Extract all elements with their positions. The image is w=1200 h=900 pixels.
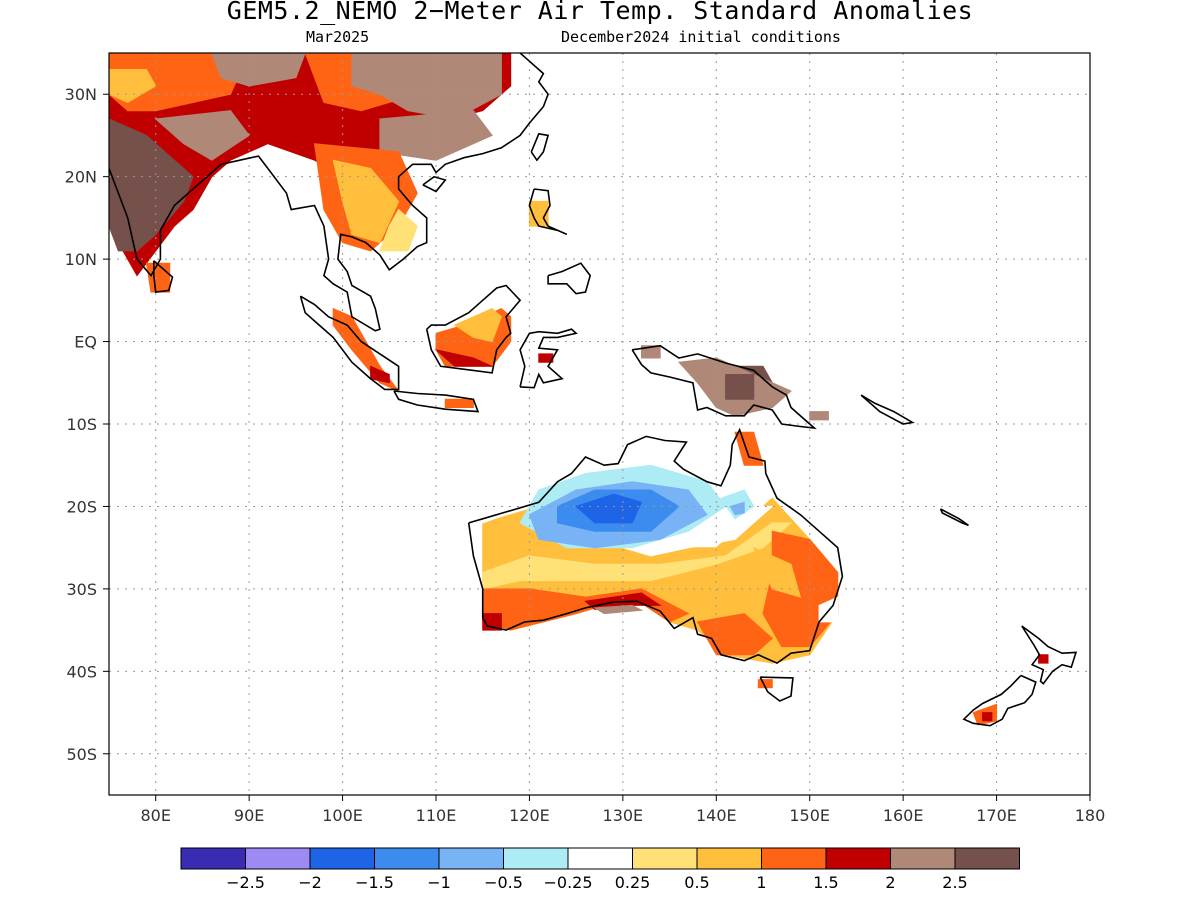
colorbar-swatch xyxy=(438,847,504,870)
borneo-coastline xyxy=(425,284,522,374)
mindanao-coastline xyxy=(547,262,592,295)
nz-south-red xyxy=(982,712,993,722)
nz-north-coastline xyxy=(1021,625,1078,685)
map-title: GEM5.2_NEMO 2−Meter Air Temp. Standard A… xyxy=(226,0,974,25)
nz-north-red xyxy=(1038,654,1049,664)
colorbar-label: 2 xyxy=(885,873,895,892)
longitude-axis: 80E 90E 100E 110E 120E 130E 140E 150E 160E 170E 18… xyxy=(140,795,1105,825)
taiwan-coastline xyxy=(530,132,550,162)
sulawesi-red xyxy=(538,353,554,363)
srilanka xyxy=(145,262,171,293)
lon-tick-label: 140E xyxy=(696,806,737,825)
nz-south-coastline xyxy=(962,674,1037,727)
aus-brown-nullarbor xyxy=(593,604,644,615)
china-brown-south xyxy=(379,110,493,161)
java-orange xyxy=(444,398,474,408)
lon-tick-label: 100E xyxy=(322,806,363,825)
lon-tick-label: 170E xyxy=(976,806,1017,825)
sumatra xyxy=(332,307,401,393)
colorbar: −2.5 −2 −1.5 −1 −0.5 −0.25 0.25 0.5 1 1.5 2 2.5 xyxy=(180,847,1020,892)
colorbar-swatch xyxy=(954,847,1020,870)
lat-tick-label: 40S xyxy=(66,662,97,681)
aus-blue xyxy=(575,493,643,524)
colorbar-swatch xyxy=(696,847,762,870)
colorbar-swatch xyxy=(761,847,827,870)
colorbar-label: −1 xyxy=(427,873,451,892)
lon-tick-label: 80E xyxy=(140,806,170,825)
indochina-lightyellow xyxy=(379,208,418,252)
srilanka-coastline xyxy=(153,260,174,293)
lat-tick-label: 30S xyxy=(66,580,97,599)
india-coast-coastline xyxy=(109,155,269,277)
india-brown xyxy=(109,118,194,252)
colorbar-swatch xyxy=(503,847,569,870)
anomaly-fill-layer xyxy=(109,53,1049,726)
lon-tick-label: 130E xyxy=(603,806,644,825)
colorbar-swatch xyxy=(632,847,698,870)
colorbar-label: 2.5 xyxy=(942,873,967,892)
lat-tick-label: 50S xyxy=(66,745,97,764)
lon-tick-label: 90E xyxy=(234,806,264,825)
colorbar-label: −0.5 xyxy=(484,873,523,892)
luzon-coastline xyxy=(528,188,568,236)
colorbar-label: −1.5 xyxy=(355,873,394,892)
lat-tick-label: 20N xyxy=(65,168,97,187)
lat-tick-label: EQ xyxy=(74,333,97,352)
graticule xyxy=(109,53,1090,795)
colorbar-swatch xyxy=(245,847,311,870)
irianjaya-brown xyxy=(641,345,661,359)
colorbar-label: 1.5 xyxy=(813,873,838,892)
aus-yellow-east xyxy=(752,546,802,598)
lon-tick-label: 120E xyxy=(509,806,550,825)
lon-tick-label: 110E xyxy=(416,806,457,825)
lat-tick-label: 30N xyxy=(65,85,97,104)
lat-tick-label: 10N xyxy=(65,250,97,269)
java-coastline xyxy=(393,390,480,413)
solomon-coastline xyxy=(860,394,915,425)
colorbar-swatch xyxy=(890,847,956,870)
sumatra-coastline xyxy=(299,295,400,391)
indochina-yellow xyxy=(332,159,400,244)
coastlines xyxy=(109,53,1078,727)
colorbar-label: 0.25 xyxy=(615,873,651,892)
latitude-axis: 30N 20N 10N EQ 10S 20S 30S 40S 50S xyxy=(65,85,109,764)
png-brown-2 xyxy=(725,374,755,400)
colorbar-swatch xyxy=(825,847,891,870)
colorbar-swatch xyxy=(309,847,375,870)
colorbar-label: −0.25 xyxy=(543,873,592,892)
colorbar-label: −2 xyxy=(298,873,322,892)
sulawesi-coastline xyxy=(519,328,578,389)
aus-orange-n xyxy=(734,431,764,466)
lat-tick-label: 20S xyxy=(66,497,97,516)
colorbar-swatch xyxy=(374,847,440,870)
forecast-month: Mar2025 xyxy=(306,28,370,46)
colorbar-label: 1 xyxy=(756,873,766,892)
tibet-brown-2 xyxy=(211,53,306,87)
lon-tick-label: 150E xyxy=(789,806,830,825)
png-east xyxy=(809,411,829,421)
aus-lb-east xyxy=(729,501,745,516)
burma-coast-coastline xyxy=(267,53,550,332)
hainan-coastline xyxy=(422,175,447,193)
tasmania-coastline xyxy=(759,676,794,702)
sumatra-red xyxy=(370,365,390,384)
lon-tick-label: 160E xyxy=(883,806,924,825)
initial-conditions: December2024 initial conditions xyxy=(561,28,841,46)
colorbar-label: 0.5 xyxy=(684,873,709,892)
india-lightbrown xyxy=(154,110,250,161)
colorbar-label: −2.5 xyxy=(226,873,265,892)
lat-tick-label: 10S xyxy=(66,415,97,434)
lon-tick-label: 180 xyxy=(1075,806,1106,825)
colorbar-swatch xyxy=(567,847,633,870)
borneo-red xyxy=(434,348,493,367)
borneo-yellow xyxy=(453,308,502,343)
new-caledonia-coastline xyxy=(939,508,969,527)
aus-orange-se xyxy=(696,613,774,656)
australia-coastline xyxy=(467,427,844,665)
new-guinea-coastline xyxy=(631,344,817,430)
colorbar-swatch xyxy=(180,847,246,870)
